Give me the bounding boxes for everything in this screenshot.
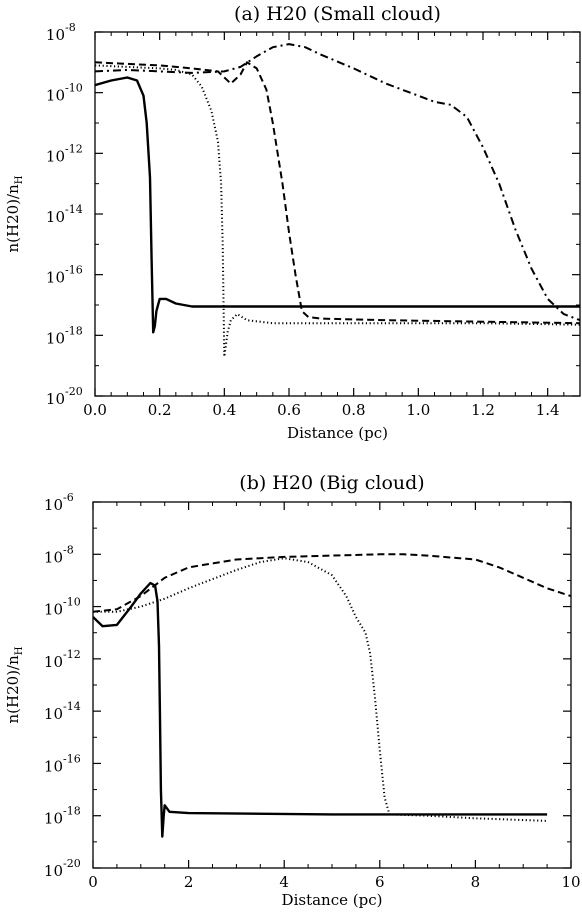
chart0-plot-frame	[94, 31, 581, 397]
chart1-x-tick-label: 0	[88, 873, 98, 891]
chart0-x-tick-label: 0.2	[148, 401, 172, 419]
chart1-y-tick-exponent: -6	[63, 491, 74, 504]
chart1-y-tick-exponent: -12	[63, 648, 81, 661]
chart1-y-tick-exponent: -20	[63, 857, 81, 870]
chart1-y-tick-base: 10	[44, 705, 63, 723]
chart0-y-tick-base: 10	[46, 329, 65, 347]
chart0-y-tick-label: 10-10	[46, 82, 83, 105]
chart0-y-tick-base: 10	[46, 26, 65, 44]
chart0-x-tick-label: 0.4	[212, 401, 236, 419]
chart1-series-dashed	[93, 553, 571, 613]
chart1-y-tick-base: 10	[44, 653, 63, 671]
chart0-y-tick-exponent: -12	[65, 142, 83, 155]
chart0-y-tick-label: 10-12	[46, 142, 83, 165]
chart1-y-axis-label: n(H20)/nH	[4, 646, 25, 723]
chart0-x-tick-label: 0.6	[277, 401, 301, 419]
chart0-x-tick-label: 1.4	[536, 401, 560, 419]
chart1-y-tick-label: 10-18	[44, 805, 81, 828]
chart1-y-tick-label: 10-14	[44, 700, 81, 723]
chart0-series-dashdot	[95, 43, 580, 322]
chart0-x-tick-label: 0.0	[83, 401, 107, 419]
chart1-x-tick-label: 6	[375, 873, 385, 891]
chart0-y-tick-exponent: -18	[65, 324, 83, 337]
chart0-x-axis-label: Distance (pc)	[287, 424, 388, 442]
chart1-y-tick-label: 10-10	[44, 596, 81, 619]
chart0-y-tick-exponent: -10	[65, 82, 83, 95]
chart0-y-tick-label: 10-16	[46, 264, 83, 287]
chart0-y-tick-base: 10	[46, 208, 65, 226]
chart0-y-axis-label-subscript: H	[14, 175, 25, 184]
chart1-y-tick-base: 10	[44, 810, 63, 828]
chart1-y-tick-exponent: -18	[63, 805, 81, 818]
chart1-y-axis-label-main: n(H20)/n	[4, 655, 22, 724]
chart0-x-tick-label: 0.8	[342, 401, 366, 419]
chart0-series-dotted	[95, 64, 580, 358]
chart0-y-tick-exponent: -16	[65, 264, 83, 277]
chart0-y-tick-label: 10-20	[46, 385, 83, 408]
chart0-series-solid	[95, 76, 580, 334]
chart0-y-tick-base: 10	[46, 147, 65, 165]
chart0-series-dashed	[95, 61, 580, 325]
chart0-x-tick-label: 1.2	[471, 401, 495, 419]
chart1-x-tick-label: 2	[184, 873, 194, 891]
chart0-y-tick-label: 10-14	[46, 203, 83, 226]
chart0-y-tick-label: 10-18	[46, 324, 83, 347]
chart1-y-tick-exponent: -10	[63, 596, 81, 609]
chart1-y-tick-base: 10	[44, 601, 63, 619]
chart0-y-tick-exponent: -20	[65, 385, 83, 398]
chart0-y-tick-base: 10	[46, 87, 65, 105]
chart1: (b) H20 (Big cloud) Distance (pc) n(H20)/n…	[4, 472, 581, 909]
chart1-y-tick-exponent: -16	[63, 752, 81, 765]
chart1-y-tick-base: 10	[44, 548, 63, 566]
chart0-y-tick-base: 10	[46, 390, 65, 408]
chart1-y-tick-exponent: -14	[63, 700, 81, 713]
chart1-y-tick-label: 10-8	[44, 543, 74, 566]
chart0-y-tick-exponent: -8	[65, 21, 76, 34]
chart1-x-tick-label: 10	[561, 873, 580, 891]
chart1-y-tick-exponent: -8	[63, 543, 74, 556]
chart0-x-tick-label: 1.0	[406, 401, 430, 419]
chart1-x-tick-label: 4	[279, 873, 289, 891]
chart0-title: (a) H20 (Small cloud)	[234, 3, 441, 25]
chart1-y-axis-label-subscript: H	[14, 646, 25, 655]
chart1-y-tick-base: 10	[44, 862, 63, 880]
chart1-series-solid	[93, 581, 548, 838]
chart0-y-axis-label-main: n(H20)/n	[4, 184, 22, 253]
chart1-y-tick-label: 10-12	[44, 648, 81, 671]
chart1-y-tick-base: 10	[44, 757, 63, 775]
chart0-y-tick-exponent: -14	[65, 203, 83, 216]
chart1-x-tick-label: 8	[471, 873, 481, 891]
chart1-y-tick-label: 10-20	[44, 857, 81, 880]
chart1-title: (b) H20 (Big cloud)	[239, 472, 424, 494]
chart1-y-tick-label: 10-6	[44, 491, 74, 514]
chart0-y-axis-label: n(H20)/nH	[4, 175, 25, 252]
chart0-y-tick-base: 10	[46, 269, 65, 287]
chart0-y-tick-label: 10-8	[46, 21, 76, 44]
chart1-y-tick-base: 10	[44, 496, 63, 514]
chart1-y-tick-label: 10-16	[44, 752, 81, 775]
chart1-x-axis-label: Distance (pc)	[282, 891, 383, 909]
chart0: (a) H20 (Small cloud) Distance (pc) n(H20)…	[4, 3, 581, 442]
